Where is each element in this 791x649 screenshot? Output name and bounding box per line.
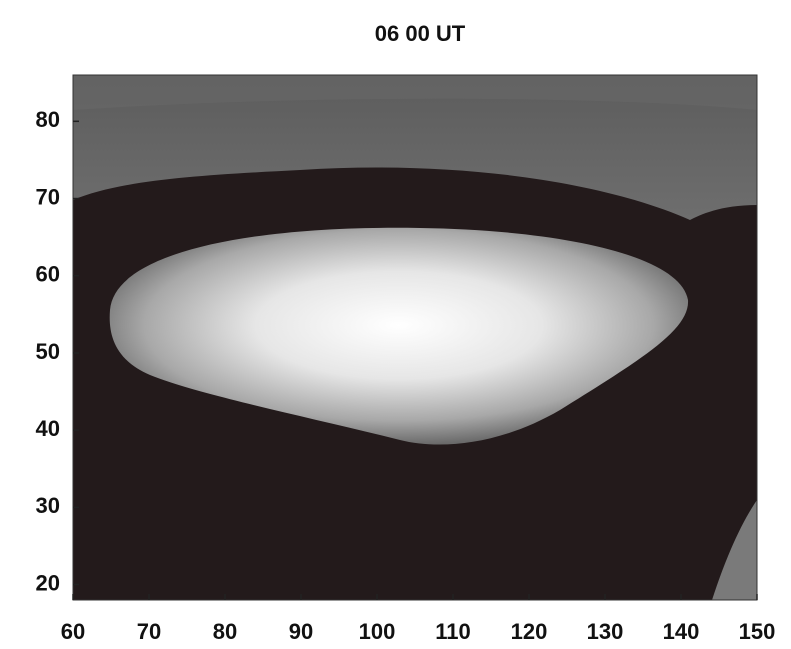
y-tick-label: 50 [36,339,60,364]
x-tick-label: 120 [511,619,548,644]
y-tick-label: 40 [36,416,60,441]
x-tick-label: 150 [739,619,776,644]
chart: 06 00 UT 60 70 80 90 100 110 120 130 140 150 20 30 4… [0,0,791,649]
x-tick-label: 80 [213,619,237,644]
y-tick-label: 30 [36,493,60,518]
x-tick-label: 90 [289,619,313,644]
x-tick-label: 110 [435,619,471,644]
x-tick-label: 130 [587,619,624,644]
chart-title: 06 00 UT [375,21,466,46]
y-tick-label: 20 [36,570,60,595]
x-tick-label: 140 [663,619,700,644]
y-tick-label: 70 [36,184,60,209]
x-tick-label: 70 [137,619,161,644]
field-image [73,75,757,600]
y-tick-label: 80 [36,107,60,132]
y-tick-label: 60 [36,262,60,287]
x-tick-label: 100 [359,619,396,644]
x-tick-label: 60 [61,619,85,644]
